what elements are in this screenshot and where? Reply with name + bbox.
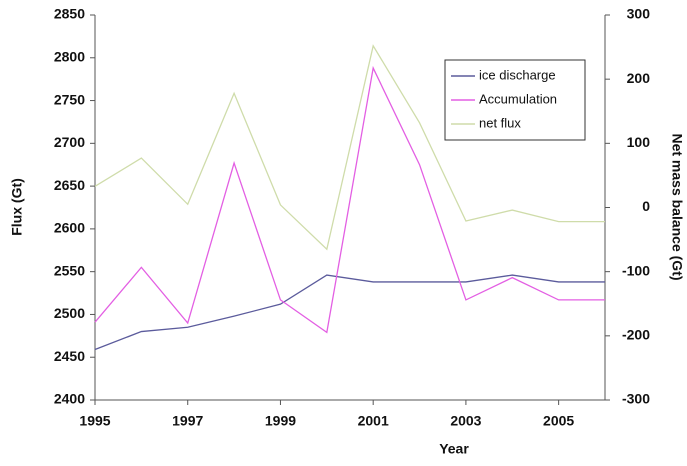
y2-tick-label: -200 (622, 327, 650, 343)
y-tick-label: 2400 (54, 391, 85, 407)
legend-label: ice discharge (479, 67, 556, 82)
y2-tick-label: 100 (627, 134, 651, 150)
x-tick-label: 1995 (79, 413, 110, 429)
series-line (94, 274, 605, 351)
y-tick-label: 2450 (54, 348, 85, 364)
legend-label: net flux (479, 115, 521, 130)
x-tick-label: 2003 (450, 413, 481, 429)
y-tick-label: 2800 (54, 48, 85, 64)
y2-tick-label: 200 (627, 70, 651, 86)
legend-label: Accumulation (479, 91, 557, 106)
y-tick-label: 2750 (54, 91, 85, 107)
y-axis-label: Flux (Gt) (9, 178, 25, 236)
y-tick-label: 2550 (54, 262, 85, 278)
y2-tick-label: -100 (622, 262, 650, 278)
y2-axis-label: Net mass balance (Gt) (669, 133, 685, 280)
x-tick-label: 1997 (172, 413, 203, 429)
y2-tick-label: -300 (622, 391, 650, 407)
y-tick-label: 2850 (54, 6, 85, 22)
x-tick-label: 2005 (543, 413, 574, 429)
series-line (94, 44, 605, 251)
y-tick-label: 2700 (54, 134, 85, 150)
x-tick-label: 2001 (358, 413, 389, 429)
x-axis-label: Year (439, 441, 469, 457)
x-tick-label: 1999 (265, 413, 296, 429)
y-tick-label: 2600 (54, 220, 85, 236)
y2-tick-label: 300 (627, 6, 651, 22)
y-tick-label: 2500 (54, 305, 85, 321)
y2-tick-label: 0 (642, 198, 650, 214)
y-tick-label: 2650 (54, 177, 85, 193)
series-line (94, 65, 605, 334)
